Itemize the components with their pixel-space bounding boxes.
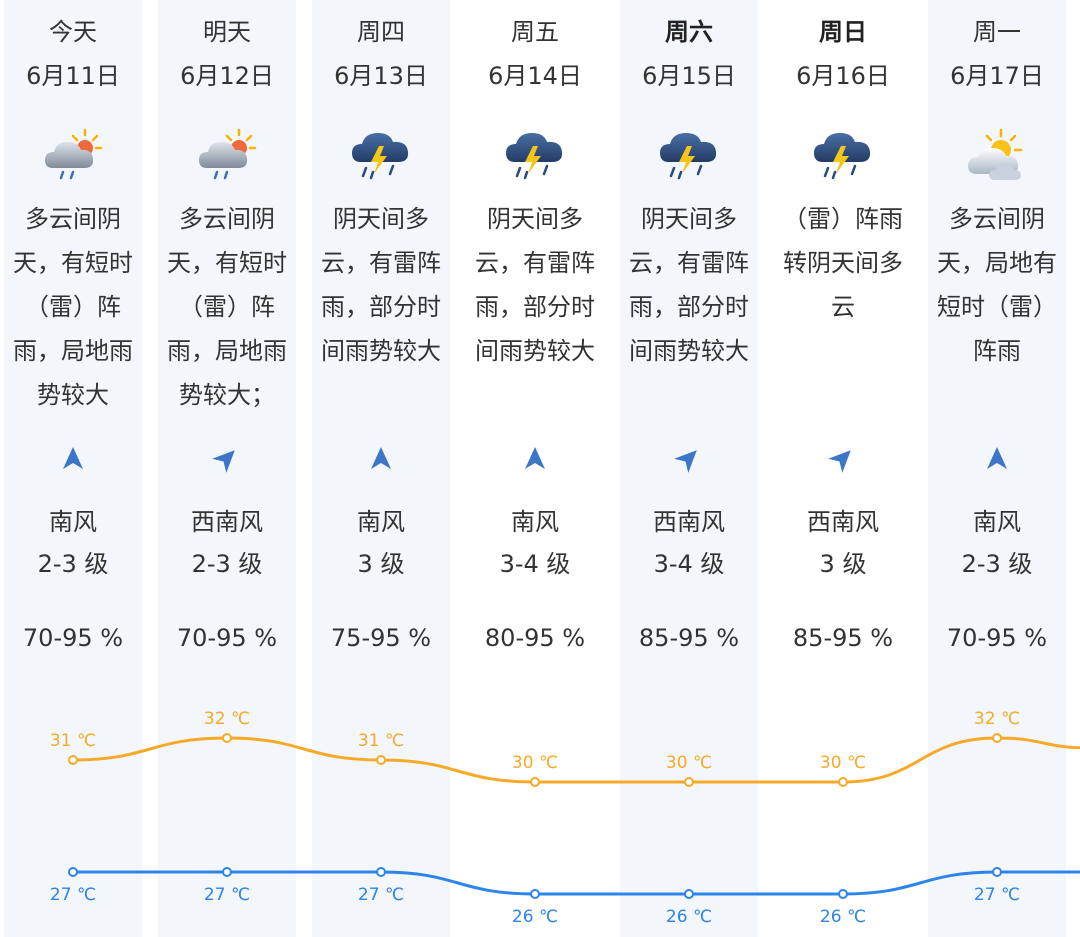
high-temp-point (68, 755, 78, 765)
wind-direction: 南风 (511, 508, 559, 536)
low-temp-label: 26 ℃ (666, 907, 712, 927)
day-column: 周四 6月13日 阴天间多云，有雷阵雨，部分时间雨势较大 南风 3 级 75-95 % (312, 0, 450, 937)
day-date: 6月15日 (642, 62, 736, 90)
low-temp-point (684, 889, 694, 899)
partly-cloudy-icon (965, 128, 1029, 184)
low-temp-label: 27 ℃ (204, 885, 250, 905)
day-date: 6月12日 (180, 62, 274, 90)
cloudy-sun-rain-icon (41, 128, 105, 184)
thunderstorm-icon (503, 128, 567, 184)
day-weekday: 今天 (49, 18, 97, 46)
wind-level: 3-4 级 (653, 550, 725, 578)
high-temp-point (530, 777, 540, 787)
cloudy-sun-rain-icon (195, 128, 259, 184)
wind-level: 3 级 (819, 550, 867, 578)
weather-description: 阴天间多云，有雷阵雨，部分时间雨势较大 (475, 205, 595, 365)
day-weekday: 周六 (665, 18, 713, 46)
day-column: 明天 6月12日 多云间阴天，有短时（雷）阵雨，局地雨势较大； 西南风 2-3 级 7… (158, 0, 296, 937)
wind-arrow-southwest-icon (828, 446, 855, 473)
high-temp-point (838, 777, 848, 787)
humidity: 80-95 % (484, 624, 586, 652)
weather-description: 多云间阴天，局地有短时（雷）阵雨 (937, 205, 1057, 365)
wind-direction: 西南风 (191, 508, 263, 536)
day-date: 6月17日 (950, 62, 1044, 90)
wind-arrow-south-icon (369, 446, 393, 470)
thunderstorm-icon (349, 128, 413, 184)
day-weekday: 明天 (203, 18, 251, 46)
day-column: 周一 6月17日 多云间阴天，局地有短时（雷）阵雨 南风 2-3 级 70-95 % (928, 0, 1066, 937)
low-temp-point (68, 867, 78, 877)
low-temp-label: 26 ℃ (820, 907, 866, 927)
wind-arrow-south-icon (523, 446, 547, 470)
wind-level: 2-3 级 (37, 550, 109, 578)
wind-direction: 南风 (357, 508, 405, 536)
high-temp-point (992, 733, 1002, 743)
wind-arrow-southwest-icon (674, 446, 701, 473)
low-temp-label: 27 ℃ (974, 885, 1020, 905)
low-temp-label: 27 ℃ (358, 885, 404, 905)
weather-description: 阴天间多云，有雷阵雨，部分时间雨势较大 (629, 205, 749, 365)
humidity: 70-95 % (946, 624, 1048, 652)
humidity: 70-95 % (22, 624, 124, 652)
weather-description: 多云间阴天，有短时（雷）阵雨，局地雨势较大； (167, 205, 287, 409)
day-date: 6月14日 (488, 62, 582, 90)
weather-description: 多云间阴天，有短时（雷）阵雨，局地雨势较大 (13, 205, 133, 409)
high-temp-label: 32 ℃ (204, 709, 250, 729)
day-date: 6月11日 (26, 62, 120, 90)
humidity: 75-95 % (330, 624, 432, 652)
low-temp-point (992, 867, 1002, 877)
temperature-chart: 31 ℃ 32 ℃ 31 ℃ 30 ℃ 30 ℃ 30 ℃ 32 ℃ 27 ℃ 27 ℃ 27 ℃… (50, 709, 1080, 927)
day-column: 今天 6月11日 多云间阴天，有短时（雷）阵雨，局地雨势较大 南风 2-3 级 70-… (4, 0, 142, 937)
wind-direction: 西南风 (653, 508, 725, 536)
low-temp-point (530, 889, 540, 899)
humidity: 70-95 % (176, 624, 278, 652)
thunderstorm-icon (811, 128, 875, 184)
day-date: 6月13日 (334, 62, 428, 90)
wind-direction: 南风 (973, 508, 1021, 536)
wind-arrow-south-icon (61, 446, 85, 470)
humidity: 85-95 % (792, 624, 894, 652)
high-temp-label: 31 ℃ (358, 731, 404, 751)
weather-description: 阴天间多云，有雷阵雨，部分时间雨势较大 (321, 205, 441, 365)
weather-description: （雷）阵雨转阴天间多云 (783, 205, 903, 321)
high-temp-label: 30 ℃ (666, 753, 712, 773)
low-temp-label: 26 ℃ (512, 907, 558, 927)
day-weekday: 周日 (819, 18, 867, 46)
day-weekday: 周五 (511, 18, 559, 46)
high-temp-line (72, 736, 1080, 784)
high-temp-label: 32 ℃ (974, 709, 1020, 729)
day-weekday: 周一 (973, 18, 1021, 46)
humidity: 85-95 % (638, 624, 740, 652)
wind-direction: 南风 (49, 508, 97, 536)
high-temp-point (376, 755, 386, 765)
wind-arrow-south-icon (985, 446, 1009, 470)
day-weekday: 周四 (357, 18, 405, 46)
high-temp-label: 30 ℃ (820, 753, 866, 773)
wind-level: 3-4 级 (499, 550, 571, 578)
high-temp-point (684, 777, 694, 787)
wind-level: 3 级 (357, 550, 405, 578)
wind-direction: 西南风 (807, 508, 879, 536)
high-temp-point (222, 733, 232, 743)
low-temp-line (72, 870, 1080, 896)
high-temp-label: 30 ℃ (512, 753, 558, 773)
thunderstorm-icon (657, 128, 721, 184)
wind-level: 2-3 级 (961, 550, 1033, 578)
wind-level: 2-3 级 (191, 550, 263, 578)
day-column: 周日 6月16日 （雷）阵雨转阴天间多云 西南风 3 级 85-95 % (774, 0, 912, 937)
wind-arrow-southwest-icon (212, 446, 239, 473)
low-temp-point (838, 889, 848, 899)
high-temp-label: 31 ℃ (50, 731, 96, 751)
low-temp-point (222, 867, 232, 877)
day-column: 周五 6月14日 阴天间多云，有雷阵雨，部分时间雨势较大 南风 3-4 级 80-95… (466, 0, 604, 937)
low-temp-label: 27 ℃ (50, 885, 96, 905)
day-date: 6月16日 (796, 62, 890, 90)
low-temp-point (376, 867, 386, 877)
